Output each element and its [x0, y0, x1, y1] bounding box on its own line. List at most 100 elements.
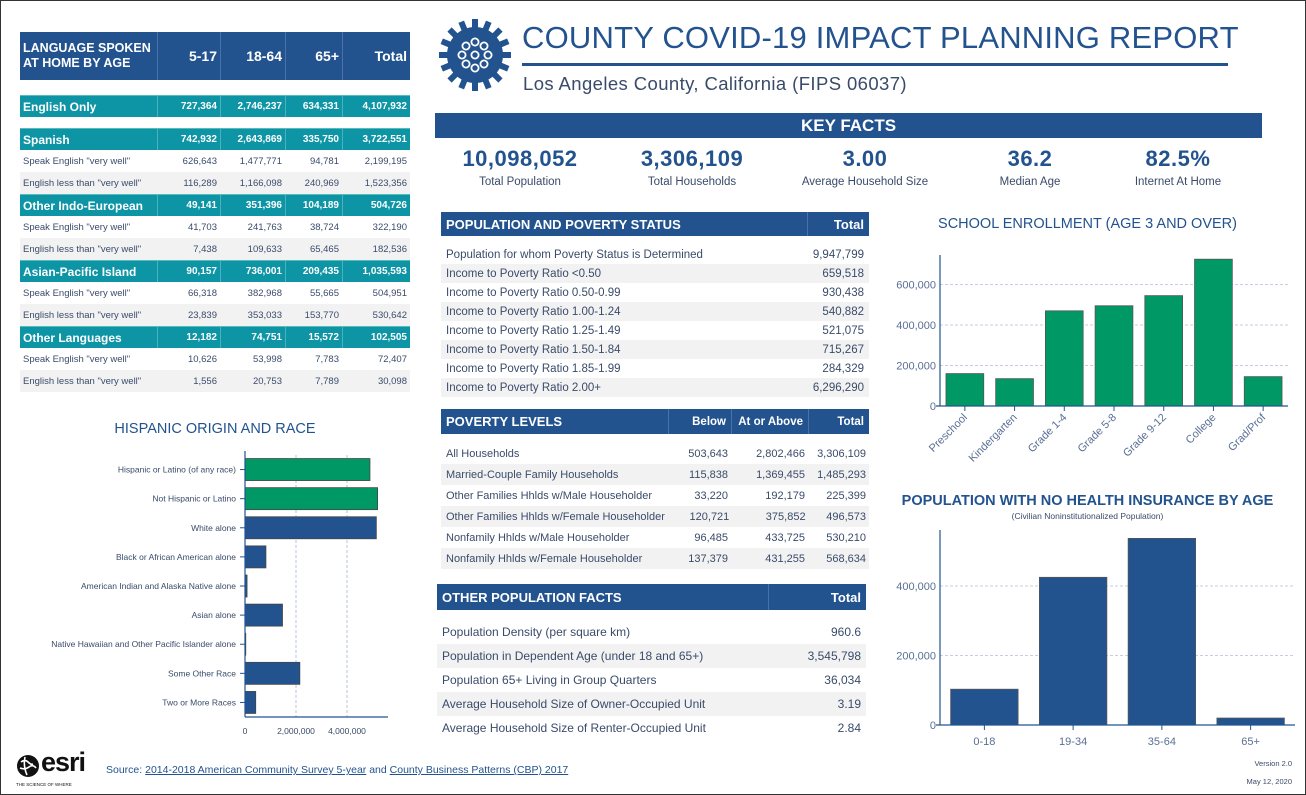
table-row: Nonfamily Hhlds w/Female Householder 137,…: [441, 548, 869, 569]
x-category-label: 19-34: [1059, 736, 1087, 748]
cell-value: 742,932: [157, 129, 220, 150]
acs-source-link[interactable]: 2014-2018 American Community Survey 5-ye…: [145, 764, 367, 776]
cell-value: 634,331: [285, 96, 342, 117]
cell-value: 109,633: [247, 243, 282, 255]
bar: [995, 378, 1034, 407]
cell-value: 66,318: [187, 287, 217, 299]
row-label: Population Density (per square km): [442, 625, 631, 639]
other-facts-table: OTHER POPULATION FACTS Total Population …: [437, 584, 866, 740]
cell-value: 7,783: [315, 353, 339, 365]
cell-value: 284,329: [822, 362, 864, 375]
virus-icon: [439, 19, 511, 91]
row-label: Spanish: [23, 132, 70, 147]
cell-value: 530,642: [372, 309, 407, 321]
bar: [244, 516, 377, 540]
table-row: Population 65+ Living in Group Quarters 3…: [437, 668, 866, 692]
report-subtitle: Los Angeles County, California (FIPS 060…: [523, 73, 907, 94]
table-row: Income to Poverty Ratio 2.00+ 6,296,290: [441, 378, 869, 397]
y-category-label: Some Other Race: [168, 668, 236, 678]
virus-spike: [472, 81, 478, 91]
row-label: Income to Poverty Ratio 1.50-1.84: [446, 343, 621, 356]
title-divider: [522, 63, 1228, 66]
cell-value: 30,098: [377, 375, 407, 387]
row-label: Asian-Pacific Island: [23, 264, 137, 279]
virus-spike: [482, 20, 492, 33]
cell-value: 1,166,098: [239, 177, 282, 189]
cell-value: 4,107,932: [342, 96, 410, 117]
cell-value: 335,750: [285, 129, 342, 150]
row-label: Income to Poverty Ratio 1.00-1.24: [446, 305, 621, 318]
language-sub-row: Speak English "very well" 626,643 1,477,77…: [20, 150, 410, 172]
key-fact-total-households: 3,306,109 Total Households: [602, 146, 782, 188]
poverty-status-table: POPULATION AND POVERTY STATUS Total Popu…: [441, 212, 869, 397]
cell-value: 120,721: [689, 510, 730, 523]
cell-value: 53,998: [252, 353, 282, 365]
bar: [244, 458, 371, 481]
cell-value: 504,951: [372, 287, 407, 299]
bar: [1243, 376, 1283, 407]
cell-value: 382,968: [247, 287, 282, 299]
bar: [1144, 295, 1184, 407]
language-group-row: Spanish 742,932 2,643,869 335,750 3,722,551: [20, 128, 410, 150]
virus-body: [447, 27, 503, 83]
row-label: Average Household Size of Renter-Occupie…: [442, 721, 706, 735]
other-facts-header: OTHER POPULATION FACTS Total: [437, 584, 866, 610]
bar: [1194, 258, 1233, 407]
globe-icon: [17, 755, 39, 777]
cell-value: 10,626: [187, 353, 217, 365]
key-fact-label: Median Age: [999, 176, 1061, 188]
x-category-label: Kindergarten: [967, 412, 1020, 465]
row-label: Income to Poverty Ratio <0.50: [446, 267, 602, 280]
hispanic-origin-chart: 0 2,000,000 4,000,000 Hispanic or Latino (o…: [51, 451, 388, 736]
x-category-label: College: [1184, 412, 1219, 447]
cell-value: 115,838: [689, 468, 728, 481]
row-label: English Only: [23, 99, 97, 114]
bar: [244, 487, 379, 511]
table-row: Other Families Hhlds w/Male Householder 3…: [441, 485, 869, 506]
cell-value: 2.84: [837, 721, 861, 735]
source-line: Source: 2014-2018 American Community Sur…: [106, 764, 568, 776]
report-title: COUNTY COVID-19 IMPACT PLANNING REPORT: [522, 20, 1239, 55]
y-category-label: Native Hawaiian and Other Pacific Island…: [51, 639, 236, 649]
y-category-label: Hispanic or Latino (of any race): [118, 465, 236, 475]
cell-value: 433,725: [765, 531, 805, 544]
cell-value: 41,703: [187, 221, 217, 233]
health-insurance-chart: 0 200,000 400,000 0-18 19-34 35-64 65+: [896, 530, 1295, 748]
table-row: Income to Poverty Ratio 1.50-1.84 715,267: [441, 340, 869, 359]
bar: [244, 545, 267, 569]
key-fact-label: Average Household Size: [801, 176, 929, 188]
language-table-header: LANGUAGE SPOKEN AT HOME BY AGE 5-17 18-6…: [20, 32, 410, 80]
virus-spike: [501, 52, 511, 58]
row-label: Nonfamily Hhlds w/Female Householder: [446, 552, 643, 565]
column-header: Total: [342, 32, 410, 80]
cell-value: 3,545,798: [807, 649, 861, 663]
column-header: Total: [768, 584, 866, 610]
row-label: Population in Dependent Age (under 18 an…: [442, 649, 704, 663]
table-row: Average Household Size of Owner-Occupied…: [437, 692, 866, 716]
cell-value: 49,141: [157, 195, 220, 216]
cell-value: 3.19: [837, 697, 861, 711]
health-chart-subtitle: (Civilian Noninstitutionalized Populatio…: [1011, 511, 1164, 521]
language-group-row: Other Languages 12,182 74,751 15,572 102,505: [20, 326, 410, 348]
cell-value: 715,267: [822, 343, 864, 356]
cell-value: 930,438: [822, 286, 864, 299]
x-category-label: Preschool: [927, 412, 970, 455]
table-row: Income to Poverty Ratio 1.85-1.99 284,329: [441, 359, 869, 378]
source-label: Source:: [106, 764, 146, 776]
bar: [1044, 310, 1084, 407]
virus-spike: [440, 38, 453, 48]
cell-value: 1,369,455: [756, 468, 805, 481]
version-label: Version 2.0: [1254, 759, 1292, 768]
language-group-row: English Only 727,364 2,746,237 634,331 4,107…: [20, 95, 410, 117]
key-fact-internet: 82.5% Internet At Home: [1088, 146, 1268, 188]
x-category-label: 65+: [1241, 736, 1260, 748]
bar: [244, 661, 301, 685]
cell-value: 12,182: [157, 327, 220, 348]
virus-spike: [447, 27, 459, 39]
poverty-status-header: POPULATION AND POVERTY STATUS Total: [441, 212, 869, 236]
cbp-source-link[interactable]: County Business Patterns (CBP) 2017: [389, 764, 569, 776]
x-category-label: Grade 5-8: [1076, 412, 1120, 456]
row-label: Speak English "very well": [23, 221, 131, 233]
bar: [950, 688, 1019, 726]
column-header: 5-17: [157, 32, 220, 80]
